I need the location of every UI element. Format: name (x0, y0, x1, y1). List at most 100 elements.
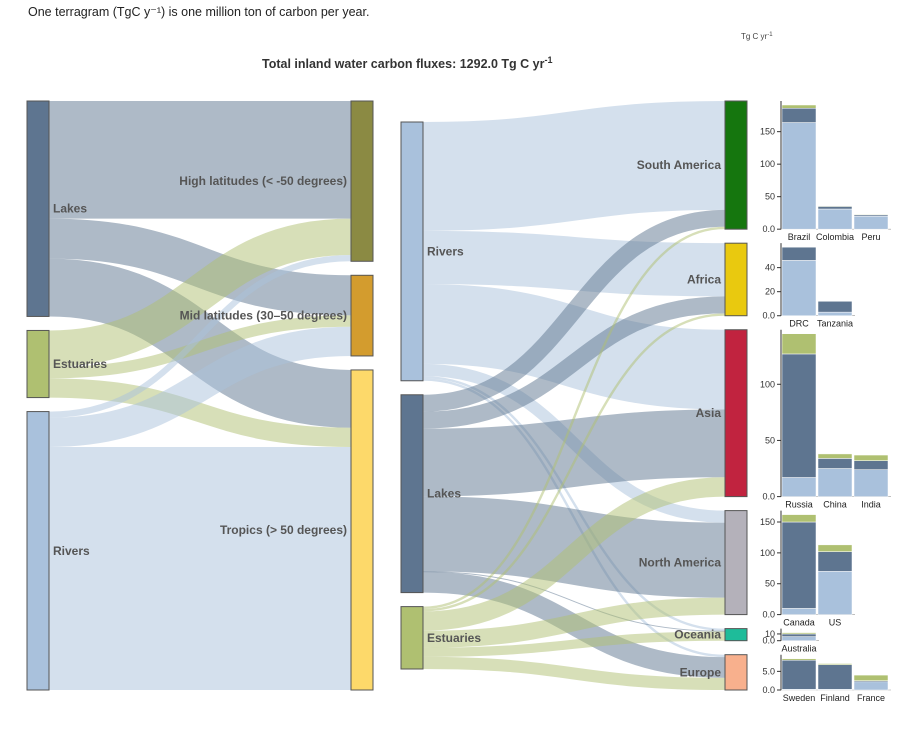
bar-segment-estuaries-us[interactable] (817, 544, 853, 552)
flow-estuaries_mid-to-north_america[interactable] (422, 597, 726, 648)
bar-segment-lakes-drc[interactable] (781, 246, 817, 261)
flow-lakes_mid-to-oceania[interactable] (422, 571, 726, 632)
bar-segment-lakes-finland[interactable] (817, 664, 853, 690)
flow-estuaries_mid-to-south_america[interactable] (422, 226, 726, 610)
bar-segment-estuaries-france[interactable] (853, 674, 889, 681)
unit-label: Tg C yr-1 (741, 32, 773, 41)
node-estuaries_mid[interactable] (400, 606, 424, 670)
country-label: Sweden (783, 693, 816, 703)
bar-segment-rivers-india[interactable] (853, 469, 889, 497)
node-label-high_lat: High latitudes (< -50 degrees) (179, 174, 347, 188)
bar-segment-estuaries-sweden[interactable] (781, 658, 817, 661)
y-tick-label: 100 (760, 379, 775, 389)
bar-segment-lakes-india[interactable] (853, 460, 889, 470)
node-label-estuaries_mid: Estuaries (427, 631, 481, 645)
bar-segment-rivers-russia[interactable] (781, 477, 817, 497)
bar-segment-estuaries-canada[interactable] (781, 514, 817, 523)
flow-estuaries_left-to-tropics[interactable] (48, 378, 352, 447)
flow-estuaries_mid-to-africa[interactable] (422, 313, 726, 612)
country-label: Tanzania (817, 319, 853, 329)
bar-segment-lakes-brazil[interactable] (781, 108, 817, 123)
y-tick-label: 10 (765, 629, 775, 639)
bar-segment-lakes-china[interactable] (817, 458, 853, 469)
flow-lakes_mid-to-africa[interactable] (422, 296, 726, 429)
y-tick-label: 50 (765, 192, 775, 202)
node-europe[interactable] (724, 654, 748, 691)
node-lakes_left[interactable] (26, 100, 50, 317)
bar-chart-asia: 0.0 50 100 Russia China India (760, 329, 891, 510)
country-bar-charts: 0.0 50 100 150 Brazil Colombia Peru 0.0 20 40 DRC T… (760, 101, 891, 703)
node-rivers_left[interactable] (26, 411, 50, 691)
bar-chart-africa: 0.0 20 40 DRC Tanzania (762, 243, 855, 329)
bar-segment-rivers-france[interactable] (853, 681, 889, 691)
y-tick-label: 0.0 (762, 685, 775, 695)
nodes-type-to-latitude: Lakes Estuaries Rivers High latitudes (< -5… (26, 100, 374, 691)
flow-estuaries_mid-to-oceania[interactable] (422, 631, 726, 657)
node-lakes_mid[interactable] (400, 394, 424, 594)
country-label: Russia (785, 500, 813, 510)
flow-rivers_mid-to-africa[interactable] (422, 230, 726, 297)
bar-chart-oceania: 0.010 Australia (762, 628, 819, 654)
flow-estuaries_left-to-mid_lat[interactable] (48, 315, 352, 379)
bar-segment-lakes-canada[interactable] (781, 521, 817, 609)
node-asia[interactable] (724, 329, 748, 498)
bar-segment-lakes-colombia[interactable] (817, 206, 853, 210)
flow-rivers_left-to-high_lat[interactable] (48, 255, 352, 418)
flow-estuaries_left-to-high_lat[interactable] (48, 218, 352, 367)
country-label: Colombia (816, 232, 854, 242)
bar-segment-rivers-brazil[interactable] (781, 122, 817, 230)
bar-segment-estuaries-china[interactable] (817, 453, 853, 459)
bar-segment-rivers-china[interactable] (817, 468, 853, 497)
node-estuaries_left[interactable] (26, 329, 50, 399)
node-oceania[interactable] (724, 628, 748, 642)
node-label-africa: Africa (687, 272, 721, 286)
bar-segment-lakes-russia[interactable] (781, 353, 817, 478)
bar-segment-rivers-tanzania[interactable] (817, 311, 853, 316)
flow-estuaries_mid-to-europe[interactable] (422, 656, 726, 691)
y-tick-label: 0.0 (762, 224, 775, 234)
bar-segment-estuaries-india[interactable] (853, 454, 889, 461)
node-africa[interactable] (724, 242, 748, 317)
bar-segment-estuaries-russia[interactable] (781, 333, 817, 355)
node-label-rivers_mid: Rivers (427, 244, 464, 258)
bar-segment-rivers-peru[interactable] (853, 215, 889, 230)
node-label-lakes_mid: Lakes (427, 487, 461, 501)
y-tick-label: 150 (760, 517, 775, 527)
country-label: DRC (789, 319, 809, 329)
flow-lakes_left-to-mid_lat[interactable] (48, 218, 352, 316)
country-label: Canada (783, 618, 815, 628)
flow-lakes_mid-to-south_america[interactable] (422, 209, 726, 412)
node-label-north_america: North America (639, 556, 722, 570)
bar-segment-estuaries-colombia[interactable] (817, 205, 853, 207)
bar-segment-estuaries-brazil[interactable] (781, 104, 817, 109)
flow-rivers_left-to-mid_lat[interactable] (48, 326, 352, 447)
bar-segment-lakes-australia[interactable] (781, 633, 817, 637)
node-tropics[interactable] (350, 369, 374, 691)
bar-segment-lakes-tanzania[interactable] (817, 301, 853, 313)
country-label: China (823, 500, 847, 510)
node-south_america[interactable] (724, 100, 748, 230)
country-label: Australia (781, 644, 816, 654)
flow-lakes_mid-to-asia[interactable] (422, 409, 726, 497)
y-tick-label: 150 (760, 127, 775, 137)
node-label-rivers_left: Rivers (53, 544, 90, 558)
bar-segment-estuaries-australia[interactable] (781, 632, 817, 635)
bar-segment-rivers-canada[interactable] (781, 608, 817, 615)
node-north_america[interactable] (724, 510, 748, 616)
flow-estuaries_mid-to-asia[interactable] (422, 477, 726, 631)
bar-segment-estuaries-peru[interactable] (853, 213, 889, 216)
node-high_lat[interactable] (350, 100, 374, 262)
bar-segment-lakes-us[interactable] (817, 551, 853, 572)
bar-segment-lakes-sweden[interactable] (781, 659, 817, 690)
bar-segment-rivers-drc[interactable] (781, 260, 817, 316)
flow-rivers_mid-to-asia[interactable] (422, 284, 726, 410)
node-label-asia: Asia (696, 406, 722, 420)
node-rivers_mid[interactable] (400, 121, 424, 382)
flow-rivers_mid-to-south_america[interactable] (422, 101, 726, 231)
bar-segment-rivers-us[interactable] (817, 571, 853, 615)
node-label-lakes_left: Lakes (53, 202, 87, 216)
bar-segment-rivers-colombia[interactable] (817, 208, 853, 230)
node-mid_lat[interactable] (350, 274, 374, 357)
bar-segment-rivers-australia[interactable] (781, 636, 817, 641)
bar-segment-estuaries-finland[interactable] (817, 663, 853, 665)
